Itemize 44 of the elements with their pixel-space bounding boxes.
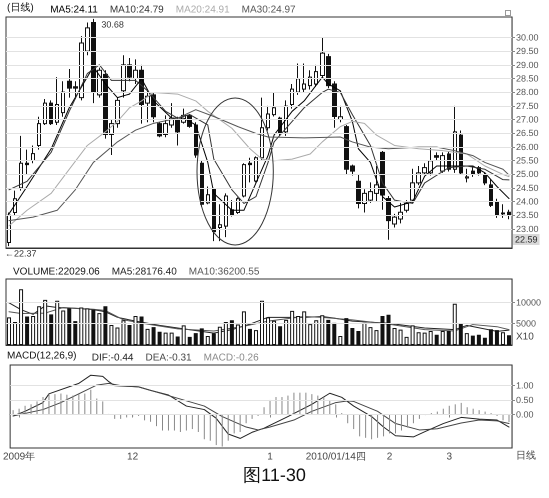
text: ←22.37 xyxy=(5,248,37,258)
y-tick-label: 24.50 xyxy=(516,182,539,193)
x-tick-label: 1 xyxy=(267,452,274,462)
y-tick-label: 28.50 xyxy=(516,74,539,84)
text: X10 xyxy=(516,332,534,342)
legend-title: (日线) xyxy=(7,2,34,14)
caption: 图11-30 xyxy=(243,465,306,485)
annotation: 30.68 xyxy=(101,19,124,30)
y-tick-label: 29.00 xyxy=(516,60,539,70)
series-label: VOLUME:22029.06 xyxy=(13,266,100,278)
x-tick-label: 2 xyxy=(386,452,393,462)
text: 22.59 xyxy=(515,234,538,244)
text: MA30:24.97 xyxy=(242,4,296,16)
x-tick-label: 3 xyxy=(446,452,452,462)
y-tick-label: 28.00 xyxy=(516,87,539,98)
y-tick-label: 25.50 xyxy=(516,156,539,166)
y-tick-label: 10000 xyxy=(516,297,542,308)
y-tick-label: 0.50 xyxy=(516,394,534,405)
legend-title: MACD(12,26,9) xyxy=(7,350,76,362)
series-label: DIF:-0.44 xyxy=(92,352,134,364)
y-tick-label: 0.00 xyxy=(516,410,534,420)
x-tick-label: 2010/01/14四 xyxy=(306,452,366,462)
y-tick-label: 23.50 xyxy=(516,210,539,220)
text: MA5:24.11 xyxy=(50,4,98,16)
y-tick-label: 27.50 xyxy=(516,100,539,111)
y-tick-label: 5000 xyxy=(516,318,536,329)
y-tick-label: 25.00 xyxy=(516,169,539,180)
x-tick-label: 2009年 xyxy=(2,450,36,462)
text: DEA:-0.31 xyxy=(145,352,192,364)
text: MACD:-0.26 xyxy=(204,352,260,364)
y-tick-label: 26.50 xyxy=(516,128,539,138)
text: MA20:24.91 xyxy=(176,4,230,16)
y-tick-label: 23.00 xyxy=(516,224,539,234)
text: 日线 xyxy=(516,450,536,462)
text: MA10:24.79 xyxy=(110,4,164,16)
y-tick-label: 26.00 xyxy=(516,142,539,152)
y-tick-label: 24.00 xyxy=(516,196,539,207)
y-tick-label: 27.00 xyxy=(516,114,539,125)
y-tick-label: 30.00 xyxy=(516,32,539,43)
x-tick-label: 12 xyxy=(127,452,139,462)
text: MA5:28176.40 xyxy=(112,266,178,278)
y-tick-label: 29.50 xyxy=(516,46,539,56)
y-tick-label: 1.00 xyxy=(516,380,534,390)
text: MA10:36200.55 xyxy=(188,266,260,278)
